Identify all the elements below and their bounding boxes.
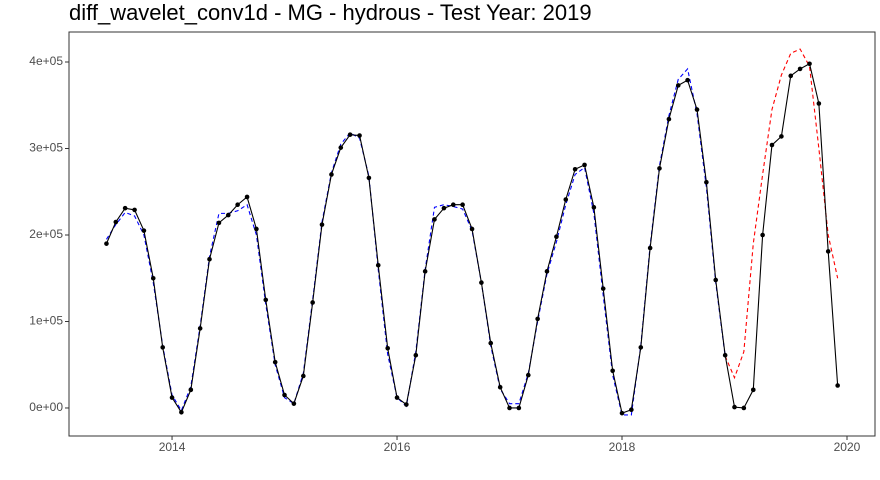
data-point — [610, 368, 615, 374]
data-point — [394, 395, 400, 400]
data-point — [619, 410, 625, 416]
data-point — [432, 217, 437, 222]
data-point — [797, 66, 803, 72]
y-tick-label: 0e+00 — [29, 400, 63, 414]
data-point — [591, 205, 597, 210]
data-point — [769, 142, 775, 148]
data-point — [554, 234, 559, 240]
data-point — [788, 73, 794, 79]
data-point — [207, 256, 212, 262]
data-point — [732, 404, 737, 410]
data-point — [385, 345, 390, 351]
data-point — [722, 352, 728, 358]
data-point — [497, 384, 503, 390]
data-point — [441, 205, 447, 211]
data-point — [235, 202, 240, 208]
data-point — [469, 226, 475, 232]
data-point — [507, 405, 512, 411]
data-point — [254, 226, 259, 232]
data-point — [197, 326, 203, 331]
data-point — [807, 61, 812, 67]
data-point — [704, 179, 709, 185]
data-point — [160, 345, 166, 350]
data-point — [835, 383, 840, 388]
data-point — [319, 222, 325, 227]
data-point — [263, 297, 269, 303]
data-point — [657, 166, 662, 171]
data-point — [188, 387, 194, 393]
data-point — [450, 202, 456, 208]
data-point — [647, 245, 653, 251]
data-point — [694, 107, 700, 112]
x-tick-label: 2016 — [384, 440, 411, 454]
data-point — [291, 401, 297, 406]
data-point — [169, 395, 175, 400]
data-point — [104, 241, 109, 246]
data-point — [675, 83, 681, 88]
data-point — [460, 202, 465, 208]
data-point — [179, 410, 184, 415]
data-point — [329, 172, 334, 177]
data-point — [816, 101, 822, 106]
data-point — [357, 133, 362, 138]
data-point — [526, 372, 531, 378]
data-point — [301, 373, 306, 379]
data-point — [600, 286, 606, 291]
data-point — [375, 262, 381, 268]
data-point — [150, 275, 156, 281]
data-point — [338, 145, 344, 150]
data-point — [141, 228, 147, 233]
data-point — [282, 392, 287, 398]
y-tick-label: 3e+05 — [29, 141, 63, 155]
data-point — [535, 316, 540, 322]
data-point — [750, 387, 756, 393]
data-point — [629, 407, 634, 413]
series-line — [105, 67, 726, 416]
x-tick-label: 2014 — [159, 440, 186, 454]
data-point — [113, 219, 119, 225]
data-point — [713, 277, 719, 283]
data-point — [638, 345, 644, 350]
y-tick-label: 2e+05 — [29, 227, 63, 241]
y-tick-label: 1e+05 — [29, 314, 63, 328]
data-point — [825, 249, 831, 254]
data-point — [572, 166, 578, 172]
series-line — [724, 48, 839, 380]
data-point — [760, 232, 765, 238]
chart-title: diff_wavelet_conv1d - MG - hydrous - Tes… — [69, 0, 592, 25]
data-point — [479, 280, 484, 285]
data-point — [422, 269, 428, 274]
data-point — [216, 220, 222, 226]
series-line — [105, 62, 839, 414]
data-point — [366, 175, 372, 181]
data-point — [310, 300, 315, 305]
y-tick-label: 4e+05 — [29, 54, 63, 68]
data-point — [685, 77, 690, 83]
data-point — [779, 134, 784, 139]
data-point — [272, 359, 278, 365]
data-point — [244, 194, 250, 200]
data-point — [582, 162, 587, 168]
data-point — [544, 269, 550, 274]
data-point — [404, 402, 409, 407]
data-point — [741, 405, 747, 411]
x-tick-label: 2020 — [834, 440, 861, 454]
data-point — [488, 340, 494, 346]
data-point — [666, 116, 672, 122]
data-point — [516, 405, 522, 411]
data-point — [347, 132, 353, 137]
plot-frame — [68, 31, 876, 437]
data-point — [563, 197, 569, 202]
data-point — [225, 212, 231, 218]
data-point — [413, 352, 419, 358]
data-point — [132, 207, 137, 213]
data-point — [122, 205, 128, 211]
x-tick-label: 2018 — [609, 440, 636, 454]
